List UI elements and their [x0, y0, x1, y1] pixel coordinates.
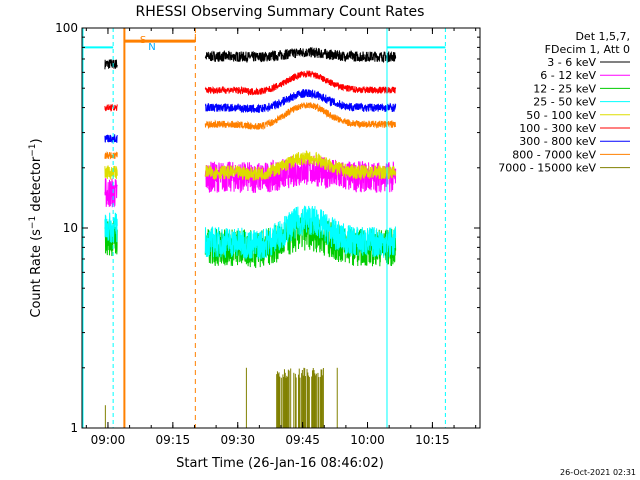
x-tick-label: 10:15	[415, 433, 450, 447]
chart-title: RHESSI Observing Summary Count Rates	[136, 4, 425, 20]
legend-header-line-2: FDecim 1, Att 0	[545, 43, 630, 56]
y-tick-label: 1	[70, 421, 78, 435]
series-line-main	[204, 205, 397, 260]
series-line-pre	[104, 151, 118, 160]
series-line-pre	[104, 59, 118, 70]
series-line-pre	[104, 165, 118, 181]
legend-label: 3 - 6 keV	[547, 56, 596, 69]
plot-lines	[82, 28, 446, 428]
x-axis: 09:00 09:15 09:30 09:45 10:00 10:15	[85, 28, 477, 447]
series-line-main	[204, 101, 397, 131]
night-flag-label: N	[148, 42, 155, 53]
legend-label: 300 - 800 keV	[519, 135, 596, 148]
legend-label: 800 - 7000 keV	[512, 148, 596, 161]
x-tick-label: 09:15	[156, 433, 191, 447]
series-line-pre	[104, 104, 118, 112]
legend-label: 12 - 25 keV	[533, 82, 596, 95]
saa-flag-label: S	[140, 35, 146, 46]
legend-label: 7000 - 15000 keV	[498, 162, 596, 175]
series-line-pre	[104, 134, 118, 143]
x-axis-label: Start Time (26-Jan-16 08:46:02)	[176, 456, 384, 471]
timestamp: 26-Oct-2021 02:31	[560, 468, 636, 477]
y-axis-label: Count Rate (s−1 detector−1)	[28, 138, 44, 317]
series-line-main	[204, 46, 397, 64]
y-axis: 1 10 100	[55, 21, 480, 435]
y-axis-label-sup1: −1	[28, 216, 38, 229]
y-axis-label-main: Count Rate (s	[29, 229, 44, 318]
x-tick-label: 09:00	[91, 433, 126, 447]
y-tick-label: 10	[63, 221, 78, 235]
series-line-main	[204, 150, 397, 181]
series-line-main	[204, 69, 397, 96]
y-axis-label-sup2: −1	[28, 143, 38, 156]
legend-label: 100 - 300 keV	[519, 122, 596, 135]
series-line-main	[204, 89, 397, 113]
legend-label: 25 - 50 keV	[533, 96, 596, 109]
plot-frame	[81, 27, 481, 429]
y-axis-label-end: )	[29, 138, 44, 143]
series-line-main	[204, 212, 397, 269]
series-line-pre	[104, 178, 118, 208]
series-line-pre	[104, 212, 118, 243]
x-tick-label: 09:45	[285, 433, 320, 447]
y-axis-label-mid: detector	[29, 156, 44, 216]
x-tick-label: 10:00	[350, 433, 385, 447]
legend-label: 50 - 100 keV	[526, 109, 596, 122]
series-line-main	[204, 155, 397, 193]
legend-header-line-1: Det 1,5,7,	[575, 30, 630, 43]
x-tick-label: 09:30	[220, 433, 255, 447]
y-tick-label: 100	[55, 21, 78, 35]
legend-label: 6 - 12 keV	[540, 69, 596, 82]
